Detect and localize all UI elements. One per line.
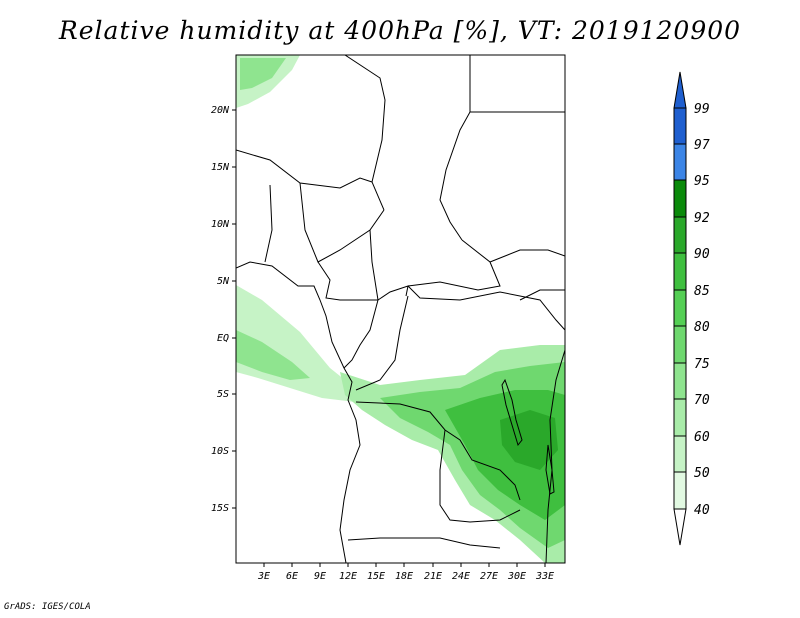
colorbar-label: 70 xyxy=(694,393,710,408)
humidity-field xyxy=(236,55,565,563)
colorbar-label: 92 xyxy=(694,211,710,226)
lat-label: 15N xyxy=(211,162,230,173)
lon-label: 30E xyxy=(507,571,526,582)
colorbar-segment xyxy=(673,216,687,254)
colorbar-label: 90 xyxy=(694,247,710,262)
colorbar-top-arrow xyxy=(673,71,687,109)
lon-label: 27E xyxy=(480,571,498,582)
border-angola-drc xyxy=(355,401,521,501)
lon-label: 9E xyxy=(314,571,326,582)
lat-label: 5N xyxy=(217,276,230,287)
colorbar: 99 97 95 92 90 85 80 75 70 60 50 40 xyxy=(673,71,710,546)
colorbar-label: 85 xyxy=(694,284,710,299)
lon-label: 6E xyxy=(286,571,298,582)
lake-tanganyika xyxy=(501,378,523,447)
lon-label: 18E xyxy=(395,571,413,582)
lake-malawi xyxy=(545,444,555,495)
colorbar-bottom-arrow xyxy=(673,508,687,546)
border-congo xyxy=(343,295,409,391)
border-drc-north xyxy=(407,285,565,331)
chart-title: Relative humidity at 400hPa [%], VT: 201… xyxy=(58,16,742,45)
colorbar-label: 80 xyxy=(694,320,710,335)
colorbar-segment xyxy=(673,252,687,291)
grads-credit: GrADS: IGES/COLA xyxy=(4,602,91,612)
lon-label: 12E xyxy=(339,571,357,582)
border-angola-zambia xyxy=(439,429,521,523)
colorbar-label: 40 xyxy=(694,503,710,518)
border-chad-sudan xyxy=(439,111,471,241)
colorbar-label: 95 xyxy=(694,174,710,189)
colorbar-segment xyxy=(673,398,687,437)
colorbar-segment xyxy=(673,289,687,327)
colorbar-segment xyxy=(673,325,687,364)
colorbar-label: 99 xyxy=(694,102,710,117)
colorbar-label: 60 xyxy=(694,430,710,445)
lat-label: EQ xyxy=(217,333,229,344)
lon-label: 3E xyxy=(257,571,270,582)
humidity-region-west-core xyxy=(236,330,310,380)
humidity-region-north-core xyxy=(240,58,286,90)
border-nigeria xyxy=(264,182,385,263)
lon-label: 33E xyxy=(535,571,554,582)
colorbar-label: 97 xyxy=(694,138,710,153)
border-namibia xyxy=(347,537,501,549)
lon-label: 24E xyxy=(452,571,470,582)
border-cameroon xyxy=(317,261,409,301)
country-borders xyxy=(236,55,565,563)
map-frame xyxy=(235,54,566,564)
lat-axis: 20N 15N 10N 5N EQ 5S 10S 15S xyxy=(211,105,236,514)
colorbar-segment xyxy=(673,362,687,400)
lon-axis: 3E 6E 9E 12E 15E 18E 21E 24E 27E 30E 33E xyxy=(257,563,554,582)
lat-label: 10N xyxy=(211,219,230,230)
border-car xyxy=(369,229,501,301)
colorbar-segment xyxy=(673,435,687,473)
border-south-sudan xyxy=(489,249,565,301)
lat-label: 20N xyxy=(211,105,230,116)
lon-label: 21E xyxy=(424,571,442,582)
lat-label: 5S xyxy=(217,389,229,400)
lon-label: 15E xyxy=(367,571,385,582)
border-niger xyxy=(236,149,373,189)
coastline-east xyxy=(545,349,565,563)
colorbar-segment xyxy=(673,107,687,145)
colorbar-label: 50 xyxy=(694,466,710,481)
lat-label: 10S xyxy=(211,446,229,457)
border-libya-chad xyxy=(344,55,386,211)
colorbar-label: 75 xyxy=(694,357,710,372)
border-egypt-sudan xyxy=(469,55,565,113)
colorbar-segment xyxy=(673,179,687,218)
colorbar-segment xyxy=(673,143,687,181)
lat-label: 15S xyxy=(211,503,229,514)
humidity-region-band-peak xyxy=(500,410,558,470)
colorbar-segment xyxy=(673,471,687,510)
